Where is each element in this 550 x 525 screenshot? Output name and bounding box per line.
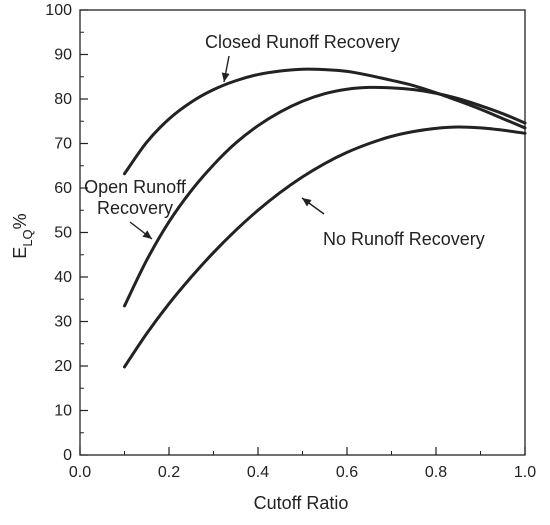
y-axis-title: ELQ% (10, 213, 35, 258)
y-tick-label: 50 (54, 225, 72, 242)
y-tick-label: 90 (54, 47, 72, 64)
annotation-closed-runoff-recovery-arrow (221, 55, 230, 83)
y-tick-label: 10 (54, 403, 72, 420)
open-runoff-recovery-curve (123, 85, 527, 308)
annotation-open-runoff-recovery-arrow (129, 221, 153, 240)
y-tick-label: 70 (54, 136, 72, 153)
annotation-open-runoff-recovery: Open Runoff Recovery (84, 177, 187, 218)
x-tick-label: 0.8 (425, 464, 447, 481)
y-tick-label: 20 (54, 358, 72, 375)
annotation-no-runoff-recovery: No Runoff Recovery (323, 229, 485, 249)
annotation-layer: Closed Runoff Recovery Open Runoff Recover… (84, 32, 485, 249)
x-tick-label: 1.0 (514, 464, 536, 481)
y-tick-label: 60 (54, 180, 72, 197)
no-runoff-recovery-curve (123, 125, 527, 369)
y-axis: 0 10 20 30 40 50 60 70 80 90 100 (45, 2, 88, 464)
annotation-no-runoff-recovery-arrow (301, 197, 325, 215)
x-axis-title: Cutoff Ratio (254, 493, 349, 513)
y-tick-label: 100 (45, 2, 72, 19)
y-tick-label: 30 (54, 314, 72, 331)
x-tick-label: 0.4 (247, 464, 269, 481)
x-tick-label: 0.0 (69, 464, 91, 481)
x-tick-label: 0.6 (336, 464, 358, 481)
y-tick-label: 40 (54, 269, 72, 286)
y-tick-label: 80 (54, 91, 72, 108)
annotation-closed-runoff-recovery: Closed Runoff Recovery (205, 32, 400, 52)
x-tick-label: 0.2 (158, 464, 180, 481)
closed-runoff-recovery-curve (123, 67, 527, 176)
y-tick-label: 0 (63, 447, 72, 464)
series-layer (123, 67, 527, 369)
x-axis: 0.0 0.2 0.4 0.6 0.8 1.0 (69, 447, 536, 481)
